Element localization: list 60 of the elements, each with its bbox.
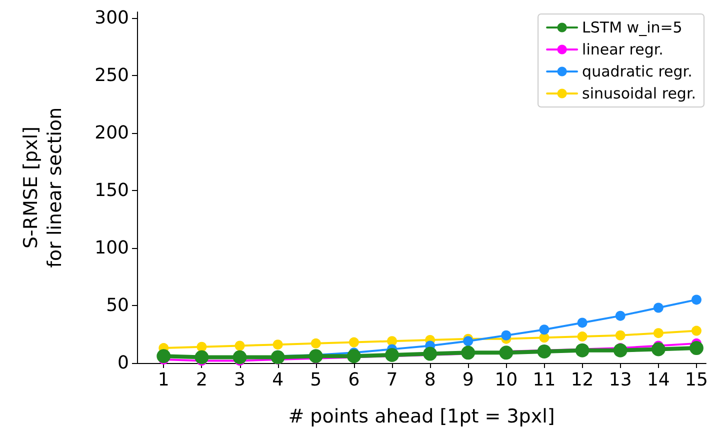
point [539,324,550,335]
point [575,343,590,358]
point [615,330,626,340]
x-tick-label: 8 [424,370,436,390]
x-tick-label: 12 [570,370,594,390]
point [385,348,400,362]
point [461,346,476,360]
point [308,349,323,364]
y-tick-label: 0 [118,352,129,374]
point [499,346,514,360]
y-tick-label: 50 [106,294,129,316]
x-tick-label: 15 [685,370,708,390]
point [691,326,702,336]
point [577,318,588,328]
legend-label: sinusoidal regr. [582,84,696,102]
x-tick-label: 11 [532,370,556,390]
point [690,341,704,356]
point [501,330,512,340]
legend-label: linear regr. [582,40,664,58]
point [613,343,628,358]
x-axis-title: # points ahead [1pt = 3pxl] [288,406,555,428]
point [194,350,209,364]
point [232,350,247,364]
x-tick-label: 10 [494,370,518,390]
x-tick-label: 7 [386,370,398,390]
point [463,336,474,346]
x-tick-label: 3 [234,370,246,390]
x-tick-label: 13 [608,370,632,390]
point [234,340,245,351]
x-tick-label: 2 [196,370,208,390]
point [423,346,438,361]
y-tick-label: 150 [94,180,129,201]
point [348,337,359,348]
x-tick-label: 6 [348,370,360,390]
y-tick-label: 200 [94,122,129,144]
point [346,349,361,364]
legend-label: LSTM w_in=5 [582,18,682,36]
point [387,336,398,346]
x-tick-label: 5 [310,370,322,390]
x-tick-label: 1 [158,370,170,390]
y-tick-label: 250 [94,64,129,86]
y-tick-label: 100 [94,237,129,258]
point [615,310,626,321]
point [537,344,552,358]
point [691,294,702,305]
y-tick-label: 300 [94,7,129,28]
point [310,338,321,348]
legend-label: quadratic regr. [582,62,692,80]
x-tick-label: 14 [646,370,670,390]
point [577,332,588,342]
point [156,349,171,364]
y-axis-title: S-RMSE [pxl] for linear section [20,107,66,268]
point [653,328,664,338]
point [270,350,285,364]
point [272,340,283,350]
x-tick-label: 9 [462,370,474,390]
point [653,302,664,313]
x-tick-label: 4 [272,370,284,390]
point [196,342,207,352]
point [651,342,666,356]
